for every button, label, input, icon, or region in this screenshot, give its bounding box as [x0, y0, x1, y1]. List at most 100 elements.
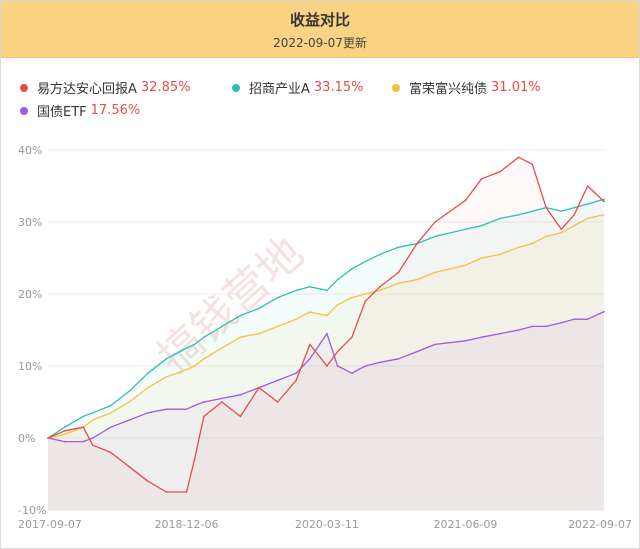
data-point — [193, 404, 196, 407]
legend-value: 17.56% — [90, 103, 141, 118]
data-point — [499, 253, 501, 256]
data-point — [379, 253, 381, 256]
data-point — [434, 343, 436, 346]
y-tick-label: 40% — [18, 144, 42, 157]
legend-item-fund-d[interactable]: 国债ETF 17.56% — [20, 101, 140, 120]
data-point — [128, 401, 131, 403]
y-tick-label: 20% — [18, 288, 42, 301]
data-point — [480, 257, 483, 259]
data-point — [531, 163, 534, 166]
data-point — [531, 210, 534, 212]
legend-label: 国债ETF — [37, 105, 87, 120]
chart-title: 收益对比 — [289, 11, 350, 29]
grid-lines — [48, 149, 604, 511]
data-point — [397, 358, 400, 360]
data-point — [203, 358, 205, 360]
data-point — [203, 336, 205, 339]
legend-item-fund-c[interactable]: 富荣富兴纯债 31.01% — [392, 78, 541, 97]
data-point — [185, 491, 188, 493]
data-point — [258, 386, 260, 389]
data-point — [91, 419, 94, 421]
data-point — [531, 325, 534, 328]
data-point — [499, 217, 501, 220]
data-point — [434, 221, 436, 223]
data-point — [63, 433, 66, 436]
data-point — [379, 361, 381, 364]
data-point — [586, 185, 589, 187]
data-point — [239, 394, 242, 396]
data-point — [193, 343, 196, 346]
x-tick-label: 2021-06-09 — [433, 518, 497, 531]
data-point — [165, 358, 168, 360]
data-point — [573, 206, 575, 209]
legend-item-fund-a[interactable]: 易方达安心回报A 32.85% — [20, 78, 190, 97]
data-point — [128, 390, 131, 393]
data-point — [82, 415, 85, 418]
data-point — [221, 325, 223, 328]
data-point — [517, 329, 520, 331]
data-point — [560, 210, 563, 212]
series-area — [48, 157, 604, 510]
data-point — [109, 412, 112, 414]
data-point — [603, 310, 605, 313]
data-point — [309, 343, 311, 346]
data-point — [397, 271, 400, 274]
legend-value: 33.15% — [313, 80, 364, 95]
data-point — [560, 228, 563, 230]
data-point — [517, 214, 520, 216]
data-point — [128, 466, 131, 468]
data-point — [397, 282, 400, 285]
data-point — [193, 365, 196, 367]
data-point — [147, 480, 149, 483]
data-point — [480, 224, 483, 227]
data-point — [416, 242, 418, 245]
data-point — [560, 232, 563, 234]
data-point — [63, 430, 66, 432]
data-point — [147, 372, 149, 375]
data-point — [309, 311, 311, 313]
data-point — [586, 318, 589, 321]
data-point — [573, 318, 575, 321]
data-point — [165, 376, 168, 378]
data-point — [326, 365, 328, 367]
data-point — [185, 408, 188, 411]
data-point — [545, 325, 547, 328]
x-tick-label: 2017-09-07 — [18, 518, 82, 531]
data-point — [531, 242, 534, 245]
data-point — [82, 426, 85, 429]
data-point — [336, 365, 339, 367]
data-point — [351, 296, 353, 299]
data-point — [464, 264, 467, 267]
data-point — [603, 213, 605, 216]
data-point — [326, 332, 328, 335]
data-point — [91, 437, 94, 439]
data-point — [586, 217, 589, 220]
data-point — [336, 350, 339, 353]
data-point — [326, 289, 328, 292]
data-point — [165, 491, 168, 493]
data-point — [147, 412, 149, 414]
data-point — [326, 314, 328, 317]
data-point — [295, 318, 297, 321]
legend-dot-icon — [20, 83, 28, 92]
data-point — [295, 372, 297, 375]
x-tick-label: 2020-03-11 — [295, 518, 359, 531]
legend-item-fund-b[interactable]: 招商产业A 33.15% — [232, 78, 363, 97]
y-tick-label: 10% — [18, 360, 42, 373]
y-tick-label: -10% — [18, 504, 46, 517]
data-point — [545, 235, 547, 238]
data-point — [364, 365, 367, 367]
data-point — [203, 401, 205, 403]
series-area — [48, 199, 604, 511]
data-point — [364, 260, 367, 263]
data-point — [258, 307, 260, 310]
data-point — [480, 336, 483, 339]
data-point — [586, 203, 589, 205]
data-point — [351, 372, 353, 375]
data-point — [82, 440, 85, 443]
data-point — [239, 314, 242, 317]
data-point — [221, 347, 223, 349]
data-point — [221, 397, 223, 400]
data-point — [464, 228, 467, 230]
series-area — [48, 311, 604, 510]
